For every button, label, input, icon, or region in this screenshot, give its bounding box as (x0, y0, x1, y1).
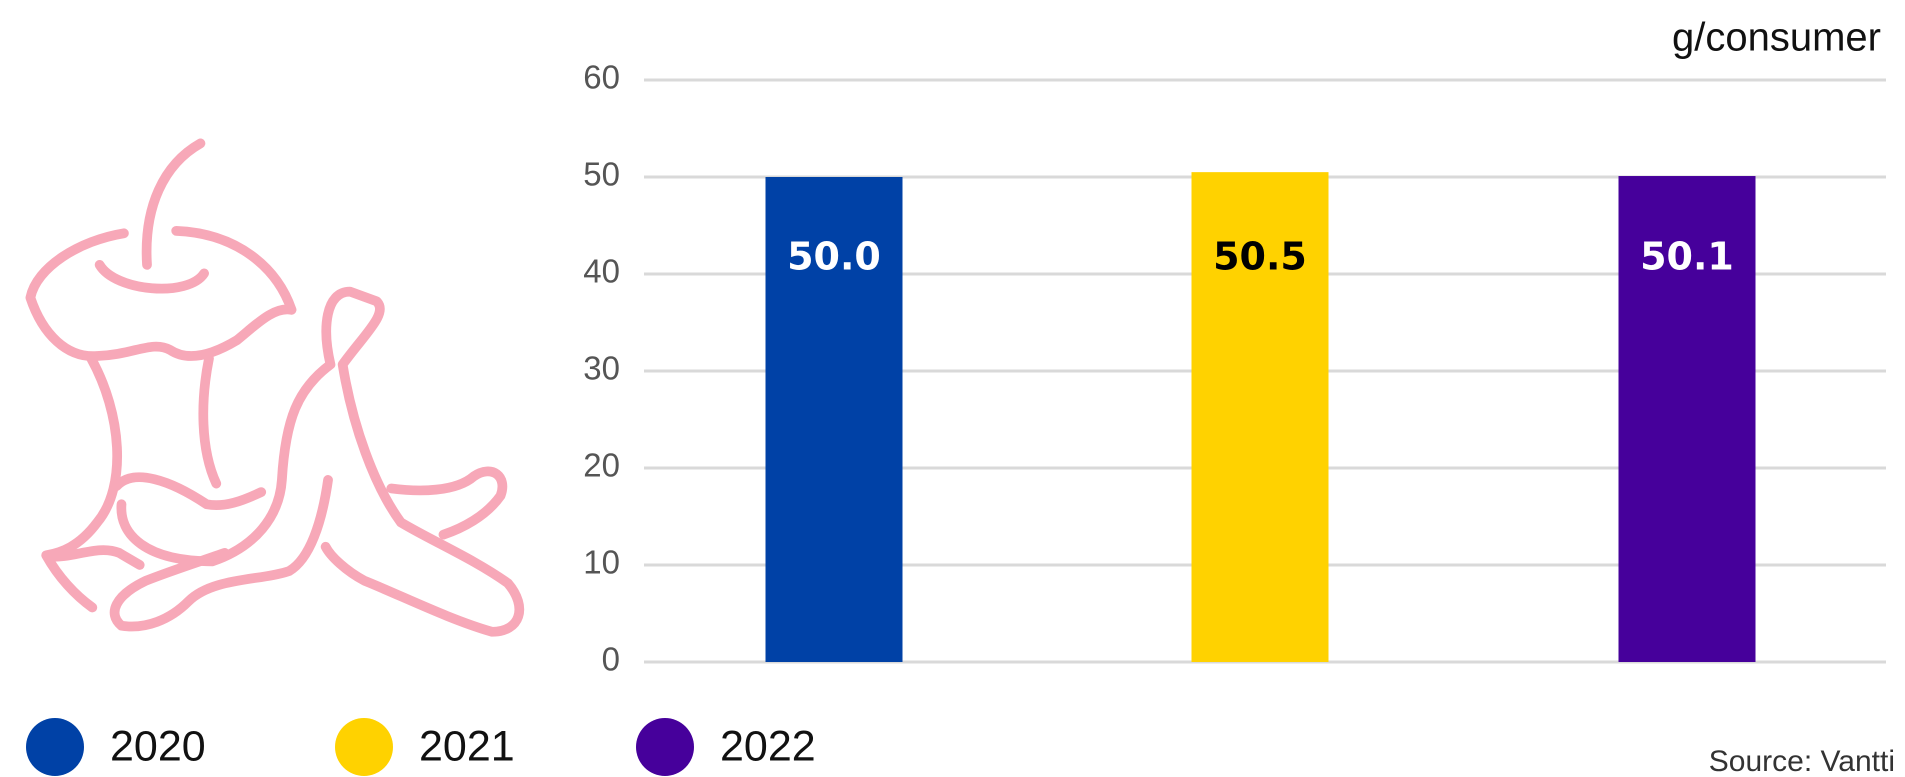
legend-marker (26, 718, 84, 776)
legend-label: 2022 (720, 722, 816, 770)
legend-label: 2021 (419, 722, 515, 770)
value-label: 50.1 (1640, 235, 1734, 279)
y-tick-label: 50 (583, 156, 620, 193)
legend-marker (335, 718, 393, 776)
value-label: 50.0 (787, 235, 881, 279)
bar (765, 177, 903, 662)
source: Source: Vantti (1709, 745, 1895, 777)
y-tick-label: 0 (602, 641, 620, 678)
y-tick-label: 60 (583, 59, 620, 96)
value-label: 50.5 (1213, 235, 1307, 279)
bar (1191, 172, 1329, 662)
unit-label: g/consumer (1672, 16, 1881, 60)
y-tick-label: 30 (583, 350, 620, 387)
legend-label: 2020 (110, 722, 206, 770)
food-waste-icon (25, 138, 525, 637)
y-tick-label: 20 (583, 447, 620, 484)
y-tick-label: 10 (583, 544, 620, 581)
legend-marker (636, 718, 694, 776)
bar (1618, 176, 1756, 662)
y-tick-label: 40 (583, 253, 620, 290)
